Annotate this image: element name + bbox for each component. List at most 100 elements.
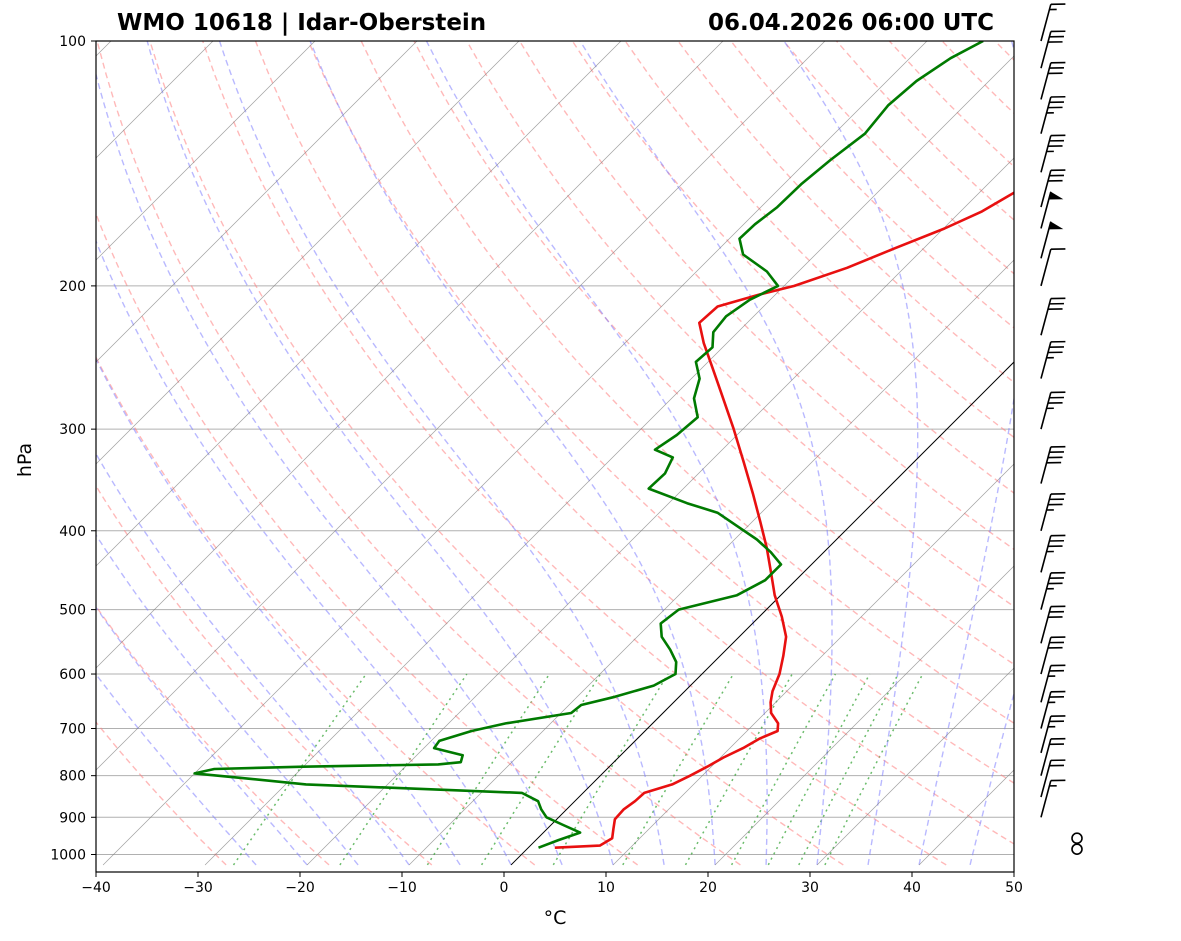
- barb-shaft: [1040, 535, 1052, 573]
- wind-barb: [1040, 30, 1066, 69]
- y-tick-label: 300: [59, 422, 86, 438]
- wind-barb: [1040, 690, 1066, 729]
- mixing-ratio-line: [339, 673, 468, 866]
- isotherm-line: [612, 463, 1014, 866]
- isotherm-line: [816, 667, 1014, 866]
- wind-barb: [1040, 636, 1066, 675]
- y-tick-label: 400: [59, 524, 86, 540]
- moist-adiabats: [96, 41, 1014, 866]
- barb-shaft: [1040, 31, 1052, 69]
- isotherm-line: [102, 41, 928, 866]
- wind-barb: [1040, 605, 1066, 644]
- mixing-ratio-line: [622, 673, 734, 866]
- wind-barb: [1040, 445, 1066, 484]
- wind-barbs: [1040, 3, 1083, 855]
- dry-adiabat: [1101, 41, 1181, 865]
- x-axis-label: °C: [544, 907, 567, 929]
- x-tick-label: −40: [81, 880, 111, 896]
- barb-shaft: [1040, 738, 1052, 776]
- dry-adiabat: [254, 41, 1014, 845]
- wind-barb: [1040, 169, 1066, 208]
- wind-barb: [1040, 61, 1066, 100]
- y-tick-label: 500: [59, 603, 86, 619]
- barb-shaft: [1040, 606, 1052, 644]
- y-axis-ticks: 100 200 300 400 500 600 700 800 900 1000: [50, 34, 96, 864]
- x-tick-label: 50: [1005, 880, 1023, 896]
- wind-barb: [1040, 134, 1066, 173]
- x-axis-ticks: −40 −30 −20 −10 0 10 20 30 40 50: [81, 872, 1023, 896]
- x-tick-label: −10: [387, 880, 417, 896]
- wind-barb: [1040, 759, 1066, 798]
- zero-isotherm: [510, 361, 1014, 866]
- moist-adiabat: [218, 41, 665, 866]
- dry-adiabat: [307, 41, 1014, 784]
- dry-adiabat: [96, 355, 536, 866]
- dry-adiabat: [202, 41, 947, 866]
- isotherm-line: [408, 259, 1014, 866]
- x-tick-label: −30: [183, 880, 213, 896]
- barb-shaft: [1040, 96, 1052, 134]
- moist-adiabat: [783, 41, 919, 865]
- temperature-line: [554, 191, 1014, 849]
- barb-shaft: [1040, 446, 1052, 484]
- mixing-ratio-line: [232, 673, 367, 866]
- plot-frame: [95, 40, 1015, 873]
- y-tick-label: 600: [59, 667, 86, 683]
- y-tick-label: 1000: [50, 848, 86, 864]
- wind-barb: [1040, 493, 1066, 531]
- moist-adiabat: [96, 452, 410, 866]
- barb-shaft: [1040, 665, 1052, 703]
- barb-shaft: [1040, 715, 1052, 754]
- barb-shaft: [1040, 248, 1052, 287]
- wind-barb: [1040, 664, 1066, 703]
- wind-barb: [1040, 340, 1066, 379]
- isotherm-line: [96, 41, 520, 465]
- sounding-profiles: [193, 41, 1014, 849]
- y-tick-label: 800: [59, 769, 86, 785]
- wind-barb: [1040, 534, 1066, 573]
- dry-adiabat: [96, 212, 639, 866]
- wind-barb: [1040, 191, 1064, 229]
- dry-adiabat: [96, 605, 330, 866]
- moist-adiabat: [425, 41, 768, 865]
- isotherm-line: [306, 157, 1014, 866]
- wind-barb: [1040, 248, 1066, 287]
- isotherm-line: [1021, 41, 1181, 865]
- isotherm-line: [714, 565, 1014, 866]
- x-tick-label: 30: [801, 880, 819, 896]
- dry-adiabat: [96, 721, 227, 866]
- isotherm-line: [204, 55, 1014, 866]
- moist-adiabat: [309, 41, 716, 865]
- wind-barb: [1040, 221, 1064, 259]
- wind-barb: [1040, 571, 1066, 610]
- moist-adiabat: [146, 41, 614, 866]
- x-tick-label: 40: [903, 880, 921, 896]
- wind-barb: [1040, 3, 1066, 42]
- barb-shaft: [1040, 691, 1052, 729]
- barb-shaft: [1040, 298, 1052, 336]
- dry-adiabat: [677, 41, 1014, 384]
- isotherm-grid: [96, 41, 1181, 866]
- mixing-ratio-line: [824, 673, 924, 866]
- mixing-ratio-line: [552, 673, 669, 866]
- moist-adiabat: [96, 533, 359, 866]
- isotherm-line: [96, 41, 826, 771]
- moist-adiabat: [96, 239, 512, 866]
- wind-barb: [1040, 779, 1066, 818]
- isotherm-line: [96, 41, 724, 669]
- barb-shaft: [1040, 62, 1052, 100]
- y-tick-label: 700: [59, 721, 86, 737]
- calm-circle: [1071, 843, 1083, 855]
- wind-barb: [1040, 95, 1066, 134]
- y-tick-label: 100: [59, 34, 86, 50]
- dry-adiabats: [96, 41, 1181, 866]
- moist-adiabat: [96, 71, 563, 866]
- barb-flag: [1048, 191, 1064, 200]
- wind-barb: [1040, 737, 1066, 776]
- wind-barb: [1071, 843, 1083, 855]
- barb-shaft: [1040, 135, 1052, 173]
- barb-shaft: [1040, 341, 1052, 379]
- barb-shaft: [1040, 170, 1052, 208]
- dry-adiabat: [624, 41, 1014, 439]
